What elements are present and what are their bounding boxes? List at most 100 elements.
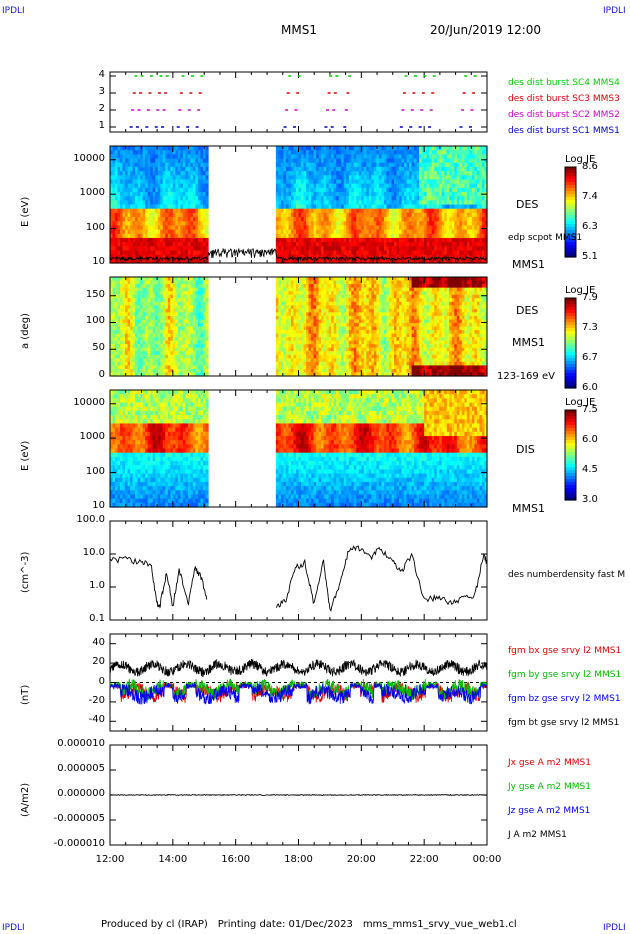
spectrogram-cell: [424, 258, 428, 264]
spectrogram-cell: [155, 291, 159, 296]
spectrogram-cell: [195, 196, 199, 201]
spectrogram-cell: [137, 237, 141, 243]
spectrogram-cell: [117, 301, 121, 306]
spectrogram-cell: [439, 204, 443, 210]
colorbar-segment: [565, 227, 576, 231]
spectrogram-cell: [419, 212, 423, 218]
spectrogram-cell: [386, 179, 390, 185]
spectrogram-cell: [416, 242, 420, 247]
spectrogram-cell: [331, 196, 335, 201]
spectrogram-cell: [461, 166, 465, 172]
spectrogram-cell: [293, 217, 297, 222]
spectrogram-cell: [298, 258, 302, 264]
spectrogram-cell: [366, 171, 370, 176]
spectrogram-cell: [152, 319, 156, 324]
spectrogram-cell: [285, 221, 290, 226]
spectrogram-cell: [464, 183, 468, 189]
spectrogram-cell: [137, 204, 141, 210]
spectrogram-cell: [383, 237, 388, 243]
spectrogram-cell: [290, 150, 295, 155]
spectrogram-cell: [197, 175, 202, 181]
spectrogram-cell: [165, 298, 169, 303]
spectrogram-cell: [285, 204, 290, 210]
spectrogram-cell: [363, 229, 367, 235]
spectrogram-cell: [376, 171, 380, 176]
spectrogram-cell: [414, 183, 418, 189]
spectrogram-cell: [401, 179, 405, 185]
spectrogram-cell: [185, 221, 189, 226]
spectrogram-cell: [152, 196, 156, 201]
spectrogram-cell: [394, 242, 398, 247]
spectrogram-cell: [172, 171, 176, 176]
spectrogram-cell: [190, 175, 194, 181]
spectrogram-cell: [306, 200, 310, 206]
spectrogram-cell: [288, 258, 292, 264]
spectrogram-cell: [449, 221, 453, 226]
spectrogram-cell: [373, 212, 378, 218]
spectrogram-cell: [419, 146, 423, 151]
spectrogram-cell: [476, 229, 481, 235]
spectrogram-cell: [481, 200, 486, 206]
spectrogram-cell: [306, 196, 310, 201]
spectrogram-cell: [137, 368, 141, 374]
spectrogram-cell: [175, 258, 179, 264]
colorbar-segment: [565, 170, 576, 174]
spectrogram-cell: [205, 294, 209, 299]
spectrogram-cell: [150, 150, 154, 155]
spectrogram-cell: [348, 246, 352, 252]
spectrogram-cell: [469, 175, 473, 181]
spectrogram-cell: [429, 171, 433, 176]
spectrogram-cell: [391, 166, 395, 172]
spectrogram-cell: [306, 212, 310, 218]
spectrogram-cell: [125, 217, 129, 222]
spectrogram-cell: [298, 229, 302, 235]
spectrogram-cell: [180, 191, 184, 197]
spectrogram-cell: [303, 229, 307, 235]
spectrogram-cell: [419, 162, 423, 168]
spectrogram-cell: [142, 315, 146, 321]
spectrogram-cell: [386, 237, 390, 243]
spectrogram-cell: [353, 171, 357, 176]
spectrogram-cell: [140, 368, 144, 374]
spectrogram-cell: [429, 208, 433, 214]
spectrogram-cell: [185, 187, 189, 193]
spectrogram-cell: [373, 175, 378, 181]
spectrogram-cell: [454, 225, 458, 231]
spectrogram-cell: [110, 368, 114, 374]
spectrogram-cell: [180, 250, 184, 256]
spectrogram-cell: [353, 187, 357, 193]
spectrogram-cell: [449, 258, 453, 264]
spectrogram-cell: [424, 146, 428, 151]
spectrogram-cell: [197, 200, 202, 206]
spectrogram-cell: [275, 365, 279, 370]
spectrogram-cell: [147, 179, 151, 185]
spectrogram-cell: [112, 171, 116, 176]
spectrogram-cell: [162, 319, 166, 324]
spectrogram-cell: [341, 233, 345, 239]
spectrogram-cell: [140, 312, 144, 317]
spectrogram-cell: [441, 208, 445, 214]
spectrogram-cell: [474, 250, 478, 256]
spectrogram-cell: [456, 179, 460, 185]
spectrogram-cell: [290, 233, 295, 239]
spectrogram-cell: [160, 315, 164, 321]
spectrogram-cell: [145, 305, 149, 310]
spectrogram-cell: [117, 217, 121, 222]
spectrogram-cell: [275, 237, 279, 243]
spectrogram-cell: [439, 225, 443, 231]
spectrogram-cell: [461, 158, 465, 164]
spectrogram-cell: [404, 179, 408, 185]
spectrogram-cell: [283, 258, 287, 264]
spectrogram-cell: [285, 242, 290, 247]
spectrogram-cell: [172, 150, 176, 155]
spectrogram-cell: [313, 187, 317, 193]
spectrogram-cell: [469, 208, 473, 214]
spectrogram-cell: [338, 242, 342, 247]
spectrogram-cell: [461, 233, 465, 239]
spectrogram-cell: [125, 298, 129, 303]
spectrogram-cell: [137, 158, 141, 164]
spectrogram-cell: [293, 212, 297, 218]
spectrogram-cell: [361, 217, 365, 222]
spectrogram-cell: [388, 225, 393, 231]
spectrogram-cell: [323, 246, 327, 252]
